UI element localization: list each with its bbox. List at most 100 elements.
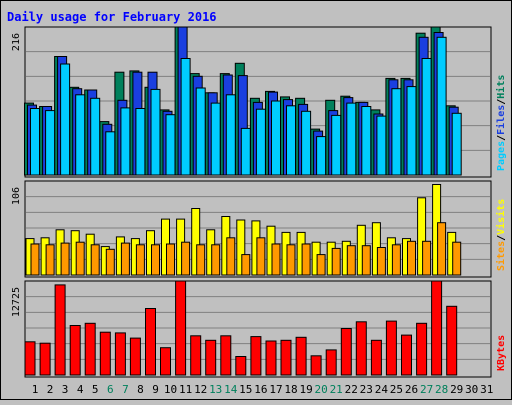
bar-kbytes xyxy=(250,336,262,376)
bar-sites xyxy=(286,244,296,276)
x-tick-label: 12 xyxy=(194,383,207,396)
bar-pages xyxy=(391,88,402,176)
bar-kbytes xyxy=(175,280,187,376)
bar-kbytes xyxy=(84,322,96,376)
bar-sites xyxy=(422,240,432,276)
bar-sites xyxy=(151,244,160,276)
bar-visits xyxy=(236,219,246,276)
x-tick-label: 25 xyxy=(390,383,403,396)
x-tick-label: 29 xyxy=(450,383,463,396)
bar-pages xyxy=(376,115,387,176)
bar-pages xyxy=(271,100,281,176)
legend-item: Visits xyxy=(495,199,507,235)
bar-sites xyxy=(391,244,401,276)
bar-pages xyxy=(301,110,312,176)
bar-kbytes xyxy=(145,308,156,376)
legend-item: Sites xyxy=(495,241,507,271)
x-tick-label: 14 xyxy=(224,383,238,396)
bar-pages xyxy=(195,87,206,176)
bar-pages xyxy=(255,108,266,176)
bar-pages xyxy=(120,107,131,176)
bar-sites xyxy=(90,244,100,276)
bar-pages xyxy=(225,94,236,176)
bar-pages xyxy=(45,110,56,176)
bar-pages xyxy=(316,136,327,176)
bar-sites xyxy=(256,237,266,276)
bar-kbytes xyxy=(160,347,171,376)
x-tick-label: 26 xyxy=(405,383,418,396)
x-tick-label: 17 xyxy=(269,383,282,396)
x-tick-label: 8 xyxy=(137,383,144,396)
bar-sites xyxy=(226,237,236,276)
bar-sites xyxy=(211,244,221,276)
x-tick-label: 4 xyxy=(77,383,84,396)
bar-sites xyxy=(75,241,85,276)
legend-item: / xyxy=(496,99,507,105)
bar-kbytes xyxy=(385,320,397,376)
x-tick-label: 20 xyxy=(314,383,327,396)
x-tick-label: 27 xyxy=(420,383,433,396)
bar-pages xyxy=(421,58,432,176)
x-tick-label: 9 xyxy=(152,383,159,396)
bar-kbytes xyxy=(295,336,307,376)
bar-pages xyxy=(210,102,221,176)
bar-kbytes xyxy=(370,339,382,376)
x-tick-label: 15 xyxy=(239,383,252,396)
x-tick-label: 2 xyxy=(47,383,54,396)
bar-pages xyxy=(135,108,146,176)
legend-item: / xyxy=(496,235,507,241)
bar-sites xyxy=(316,254,326,276)
legend-item: Pages xyxy=(496,141,507,171)
bar-kbytes xyxy=(235,356,247,376)
bar-pages xyxy=(240,127,251,176)
legend-item: Hits xyxy=(495,75,507,99)
x-tick-label: 13 xyxy=(209,383,222,396)
bar-pages xyxy=(451,112,462,176)
x-tick-label: 6 xyxy=(107,383,114,396)
chart-title: Daily usage for February 2016 xyxy=(7,10,217,24)
bar-sites xyxy=(105,248,115,276)
x-tick-label: 7 xyxy=(122,383,129,396)
x-tick-label: 28 xyxy=(435,383,448,396)
x-tick-label: 24 xyxy=(375,383,389,396)
legend-item: KBytes xyxy=(496,335,507,371)
panel-legend: Sites/Visits xyxy=(495,199,507,271)
x-tick-label: 19 xyxy=(299,383,312,396)
bar-kbytes xyxy=(190,335,202,376)
bar-kbytes xyxy=(355,321,367,376)
x-tick-label: 11 xyxy=(179,383,192,396)
bar-sites xyxy=(241,254,251,276)
bar-pages xyxy=(406,86,417,176)
bar-sites xyxy=(196,244,206,276)
x-tick-label: 21 xyxy=(330,383,343,396)
bar-pages xyxy=(60,63,71,176)
bar-kbytes xyxy=(205,339,217,376)
bar-sites xyxy=(30,243,40,276)
bar-pages xyxy=(331,114,342,176)
bar-sites xyxy=(452,241,462,276)
y-axis-max-label: 106 xyxy=(11,187,22,205)
bar-kbytes xyxy=(54,284,66,376)
x-tick-label: 18 xyxy=(284,383,297,396)
bar-sites xyxy=(60,242,70,276)
x-tick-label: 16 xyxy=(254,383,267,396)
bar-sites xyxy=(120,242,130,276)
bar-pages xyxy=(105,131,116,176)
bar-sites xyxy=(407,240,416,276)
bar-kbytes xyxy=(401,334,412,376)
bar-sites xyxy=(346,245,356,276)
bar-kbytes xyxy=(24,341,36,376)
legend-item: Files xyxy=(495,105,507,135)
bar-pages xyxy=(361,106,372,176)
bar-kbytes xyxy=(280,339,292,376)
bar-sites xyxy=(331,247,341,276)
bar-kbytes xyxy=(129,337,141,376)
bar-pages xyxy=(30,108,40,176)
bar-kbytes xyxy=(325,349,337,376)
bar-kbytes xyxy=(416,322,428,376)
bar-kbytes xyxy=(99,331,111,376)
bar-kbytes xyxy=(310,355,322,376)
x-tick-label: 5 xyxy=(92,383,99,396)
bar-pages xyxy=(286,105,296,176)
